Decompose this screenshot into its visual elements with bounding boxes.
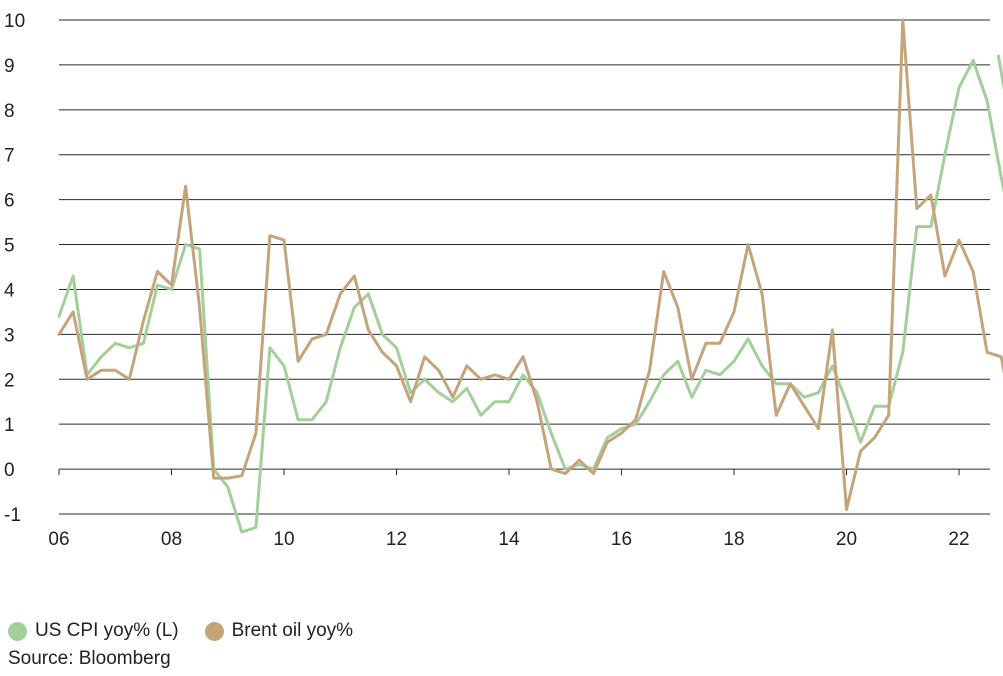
y-tick-label: 9 — [4, 56, 15, 77]
y-tick-label: 0 — [4, 460, 15, 481]
y-tick-label: 6 — [4, 191, 15, 212]
x-tick-label: 20 — [836, 529, 857, 550]
legend-label-us-cpi: US CPI yoy% (L) — [35, 620, 179, 641]
legend-swatch-us-cpi — [8, 621, 27, 641]
y-axis-labels: -1 0 1 2 3 4 5 6 7 8 9 10 — [4, 11, 25, 526]
source-note: Source: Bloomberg — [8, 648, 171, 669]
x-axis: 06 08 10 12 14 16 18 20 22 — [48, 468, 990, 550]
series-line-us-cpi — [57, 58, 1003, 534]
y-tick-label: 3 — [4, 325, 15, 346]
x-tick-label: 16 — [611, 529, 632, 550]
legend-swatch-brent-oil — [204, 621, 224, 641]
y-tick-label: 5 — [4, 236, 15, 257]
grid-lines — [59, 19, 990, 515]
series-layer — [57, 18, 1003, 534]
y-tick-label: 4 — [4, 280, 15, 301]
y-tick-label: 10 — [4, 11, 25, 32]
x-tick-label: 12 — [386, 529, 407, 550]
legend-item-brent-oil: Brent oil yoy% — [204, 620, 354, 642]
x-tick-label: 22 — [948, 529, 969, 550]
legend-label-brent-oil: Brent oil yoy% — [231, 620, 354, 641]
x-tick-label: 08 — [161, 529, 182, 550]
y-tick-label: 7 — [4, 146, 15, 167]
x-tick-label: 10 — [273, 529, 294, 550]
annotation-layer — [996, 54, 1003, 91]
y-tick-label: 1 — [4, 415, 15, 436]
legend-item-us-cpi: US CPI yoy% (L) — [8, 620, 179, 642]
x-tick-label: 18 — [723, 529, 744, 550]
y-tick-label: 2 — [4, 370, 15, 391]
legend: US CPI yoy% (L) Brent oil yoy% — [8, 620, 379, 642]
x-tick-label: 14 — [498, 529, 520, 550]
y-tick-label: 8 — [4, 101, 15, 122]
series-line-brent-oil — [57, 18, 1003, 511]
y-tick-label: -1 — [4, 505, 21, 526]
trend-arrow-annotation — [996, 54, 1003, 91]
x-tick-label: 06 — [48, 529, 69, 550]
